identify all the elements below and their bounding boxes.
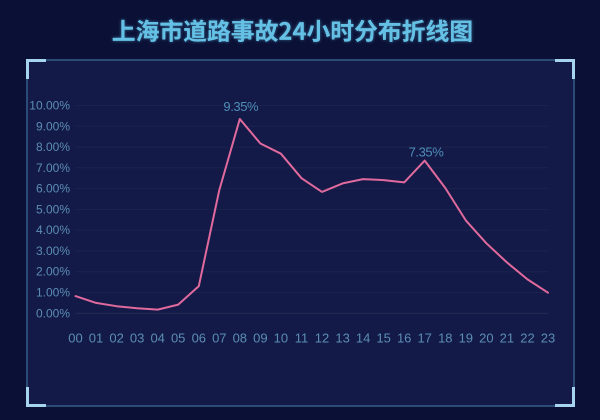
svg-text:23: 23: [541, 331, 555, 346]
svg-text:10.00%: 10.00%: [29, 99, 70, 113]
svg-text:13: 13: [335, 331, 349, 346]
svg-text:5.00%: 5.00%: [36, 202, 70, 216]
svg-text:9.00%: 9.00%: [36, 119, 70, 133]
svg-text:08: 08: [233, 331, 247, 346]
svg-text:15: 15: [376, 331, 390, 346]
svg-text:06: 06: [192, 331, 206, 346]
svg-text:21: 21: [500, 331, 514, 346]
svg-text:20: 20: [479, 331, 493, 346]
svg-text:3.00%: 3.00%: [36, 244, 70, 258]
svg-text:7.00%: 7.00%: [36, 161, 70, 175]
svg-text:05: 05: [171, 331, 185, 346]
svg-text:04: 04: [150, 331, 164, 346]
svg-text:14: 14: [356, 331, 370, 346]
svg-text:09: 09: [253, 331, 267, 346]
svg-text:18: 18: [438, 331, 452, 346]
svg-text:17: 17: [417, 331, 431, 346]
svg-text:8.00%: 8.00%: [36, 140, 70, 154]
svg-text:6.00%: 6.00%: [36, 182, 70, 196]
svg-text:12: 12: [315, 331, 329, 346]
svg-text:1.00%: 1.00%: [36, 286, 70, 300]
svg-text:0.00%: 0.00%: [36, 306, 70, 320]
svg-text:01: 01: [89, 331, 103, 346]
svg-text:07: 07: [212, 331, 226, 346]
svg-text:22: 22: [520, 331, 534, 346]
svg-text:16: 16: [397, 331, 411, 346]
svg-text:10: 10: [274, 331, 288, 346]
svg-text:11: 11: [295, 331, 309, 346]
svg-text:2.00%: 2.00%: [36, 265, 70, 279]
svg-text:02: 02: [109, 331, 123, 346]
svg-text:03: 03: [130, 331, 144, 346]
svg-text:7.35%: 7.35%: [409, 144, 445, 159]
svg-text:00: 00: [68, 331, 82, 346]
svg-text:19: 19: [459, 331, 473, 346]
svg-text:9.35%: 9.35%: [223, 99, 259, 114]
svg-text:4.00%: 4.00%: [36, 223, 70, 237]
